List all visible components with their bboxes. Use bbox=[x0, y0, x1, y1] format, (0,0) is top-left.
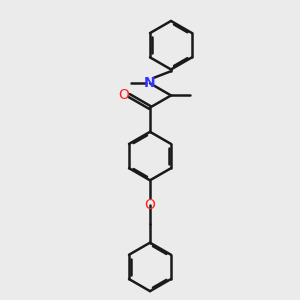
Text: O: O bbox=[118, 88, 129, 102]
Text: O: O bbox=[145, 198, 155, 212]
Text: N: N bbox=[144, 76, 156, 90]
